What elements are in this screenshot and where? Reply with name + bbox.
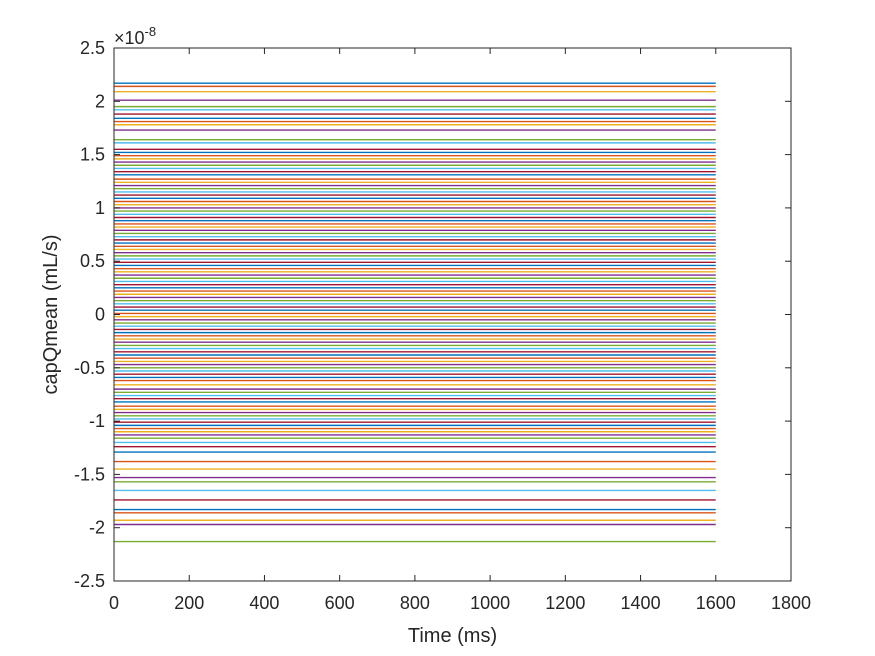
y-tick-label: -2 [89, 518, 105, 538]
x-tick-label: 800 [400, 593, 430, 613]
series-layer [114, 82, 716, 543]
y-tick-label: -2.5 [74, 571, 105, 591]
y-axis-label: capQmean (mL/s) [40, 234, 62, 394]
x-tick-label: 200 [174, 593, 204, 613]
x-tick-label: 400 [249, 593, 279, 613]
y-tick-label: 2 [95, 91, 105, 111]
y-axis: -2.5 -2 -1.5 -1 -0.5 0 0.5 1 1.5 2 2.5 [74, 38, 791, 591]
y-tick-label: -1 [89, 411, 105, 431]
y-tick-label: -0.5 [74, 358, 105, 378]
x-tick-label: 1000 [470, 593, 510, 613]
x-tick-label: 600 [325, 593, 355, 613]
x-tick-label: 1200 [545, 593, 585, 613]
y-tick-label: 0.5 [80, 251, 105, 271]
x-tick-label: 1400 [621, 593, 661, 613]
x-axis: 0 200 400 600 800 1000 1200 1400 1600 1800 [109, 48, 811, 613]
y-tick-label: -1.5 [74, 464, 105, 484]
y-tick-label: 0 [95, 305, 105, 325]
y-tick-label: 1 [95, 198, 105, 218]
x-tick-label: 1600 [696, 593, 736, 613]
y-exponent-label: ×10-8 [114, 24, 156, 48]
y-tick-label: 1.5 [80, 145, 105, 165]
x-tick-label: 1800 [771, 593, 811, 613]
x-axis-label: Time (ms) [408, 625, 497, 647]
x-tick-label: 0 [109, 593, 119, 613]
y-tick-label: 2.5 [80, 38, 105, 58]
